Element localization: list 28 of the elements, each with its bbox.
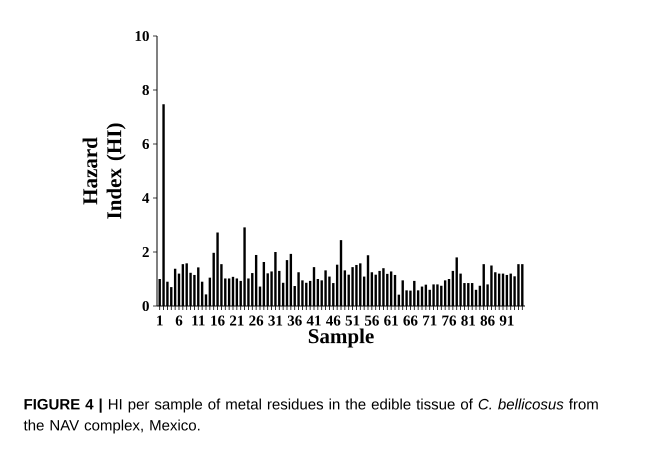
text: FIGURE 4 | HI per sample of metal residues in the edible tissue of C. bellicosus from the NAV complex, Mexico.	[24, 398, 598, 434]
y-tick-label: 0	[142, 300, 149, 312]
x-tick-label: 71	[423, 316, 436, 326]
y-tick-label: 6	[142, 138, 150, 150]
x-tick-label: 16	[211, 316, 225, 326]
x-tick-label: 1	[157, 316, 163, 326]
y-tick-label: 8	[142, 84, 149, 96]
x-tick-label: 66	[403, 316, 418, 326]
x-tick-label: 76	[442, 316, 456, 326]
x-tick-label: 81	[461, 316, 476, 326]
x-tick-label: 91	[500, 316, 514, 326]
x-tick-label: 11	[192, 316, 205, 326]
x-tick-label: 51	[346, 316, 360, 326]
x-axis-title: Sample	[308, 328, 374, 348]
y-axis-title: Hazard Index (HI)	[82, 124, 126, 219]
x-tick-label: 46	[326, 316, 340, 326]
y-tick-label: 10	[136, 30, 149, 42]
x-tick-label: 31	[268, 316, 282, 326]
x-tick-label: 61	[384, 316, 398, 326]
x-tick-label: 36	[288, 316, 302, 326]
x-tick-label: 41	[306, 316, 321, 326]
x-tick-label: 21	[230, 316, 244, 326]
x-tick-label: 6	[176, 316, 182, 326]
x-tick-label: 86	[480, 316, 495, 326]
x-tick-label: 26	[249, 316, 264, 326]
y-tick-label: 2	[142, 247, 149, 257]
x-tick-label: 56	[364, 316, 379, 326]
y-tick-label: 4	[142, 193, 150, 203]
